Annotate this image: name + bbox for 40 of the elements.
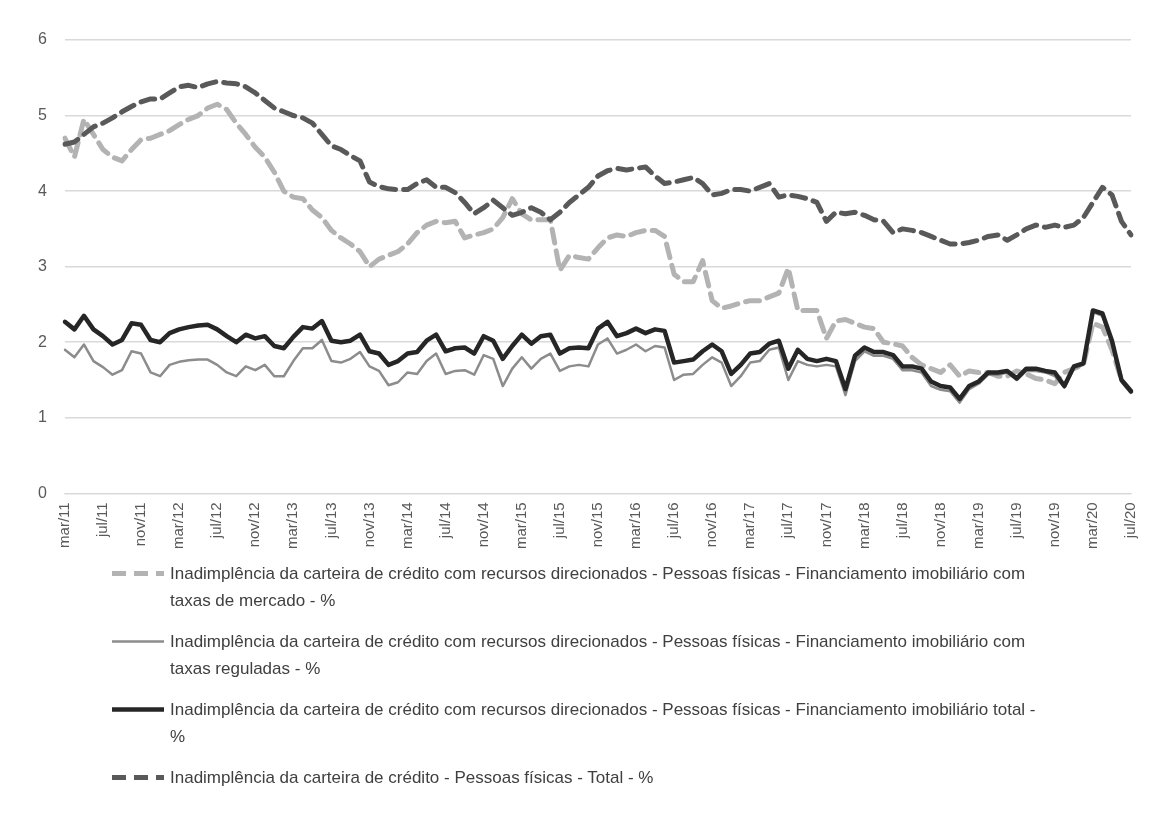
y-tick-label: 0 [37,483,47,501]
x-tick-label: mar/13 [283,502,301,549]
x-tick-label: nov/11 [131,502,149,547]
x-tick-label: jul/13 [321,502,339,540]
x-tick-label: mar/11 [55,502,73,548]
x-tick-label: jul/16 [664,502,682,540]
x-tick-label: jul/20 [1121,502,1139,540]
y-tick-label: 5 [37,105,47,123]
legend-label: Inadimplência da carteira de crédito com recursos direcionados - Pessoas físicas - Financiamento imobiliário com taxas de mercado - % [170,563,1027,612]
x-tick-label: jul/19 [1006,502,1024,540]
x-tick-label: nov/14 [473,502,491,548]
x-tick-label: mar/12 [169,502,187,549]
x-tick-label: nov/15 [588,502,606,548]
x-tick-label: nov/17 [816,502,834,548]
x-tick-label: jul/18 [892,502,910,540]
legend-label: Inadimplência da carteira de crédito com recursos direcionados - Pessoas físicas - Financiamento imobiliário com taxas reguladas - % [170,631,1027,680]
x-tick-label: jul/15 [550,502,568,540]
y-tick-label: 6 [37,30,47,48]
y-tick-label: 4 [37,181,47,199]
x-tick-label: mar/14 [397,502,415,549]
x-tick-label: jul/17 [778,502,796,540]
x-tick-label: jul/12 [207,502,225,540]
x-tick-label: nov/16 [702,502,720,548]
y-tick-label: 3 [37,257,47,275]
x-tick-label: mar/17 [740,502,758,549]
x-tick-label: jul/14 [435,502,453,540]
legend-label: Inadimplência da carteira de crédito - Pessoas físicas - Total - % [170,767,654,789]
legend-label: Inadimplência da carteira de crédito com recursos direcionados - Pessoas físicas - Financiamento imobiliário total - % [170,699,1037,748]
x-tick-label: nov/13 [359,502,377,548]
x-tick-label: nov/19 [1044,502,1062,548]
y-tick-label: 1 [37,408,47,426]
x-tick-label: mar/15 [511,502,529,549]
x-tick-label: jul/11 [93,502,111,539]
y-tick-label: 2 [37,332,47,350]
x-tick-label: mar/19 [968,502,986,549]
x-tick-label: nov/18 [930,502,948,548]
x-tick-label: nov/12 [245,502,263,548]
x-tick-label: mar/18 [854,502,872,549]
x-tick-label: mar/16 [626,502,644,549]
x-tick-label: mar/20 [1083,502,1101,549]
